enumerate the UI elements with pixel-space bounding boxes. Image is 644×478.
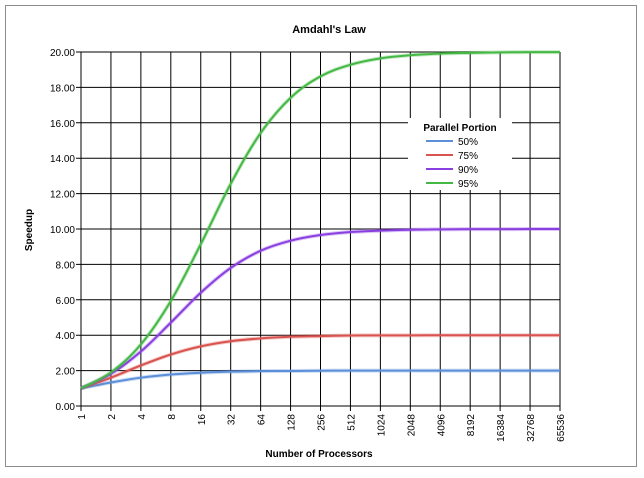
x-tick-label: 16 (197, 414, 208, 426)
series-line (80, 51, 561, 390)
x-tick-label: 4 (137, 414, 148, 420)
x-axis-label: Number of Processors (265, 449, 373, 460)
chart-frame: Amdahl's Law 0.00 2.00 4.00 6.00 8.00 10.00 12… (5, 5, 637, 467)
y-tick-label: 18.00 (50, 83, 75, 94)
y-tick-label: 12.00 (50, 190, 75, 201)
legend-title: Parallel Portion (423, 123, 496, 134)
x-tick-label: 65536 (556, 414, 567, 442)
y-tick-label: 8.00 (56, 260, 76, 271)
x-tick-label: 256 (317, 414, 328, 431)
legend: Parallel Portion 50% 75% 90% 95% (408, 118, 512, 190)
legend-label: 90% (458, 165, 478, 176)
grid-lines (76, 51, 561, 411)
y-tick-label: 2.00 (56, 367, 76, 378)
legend-box (408, 118, 512, 190)
x-tick-label: 1024 (376, 414, 387, 437)
x-tick-label: 1 (77, 414, 88, 420)
line-chart: Amdahl's Law 0.002.004.006.008.0010.0012… (24, 24, 567, 460)
series-line (80, 369, 560, 390)
y-tick-label: 16.00 (50, 119, 75, 130)
x-tick-label: 16384 (496, 414, 507, 442)
y-tick-label: 10.00 (50, 225, 75, 236)
y-tick-label: 20.00 (50, 48, 75, 59)
y-tick-label: 14.00 (50, 154, 75, 165)
y-tick-labels: 0.00 2.00 4.00 6.00 8.00 10.00 12.00 14.00 16.00… (50, 48, 75, 413)
legend-label: 50% (458, 137, 478, 148)
x-tick-label: 8 (167, 414, 178, 420)
x-tick-labels: 1 2 4 8 16 32 64 128 256 512 1024 2048 4096 8192 16384… (77, 414, 567, 442)
y-tick-label: 0.00 (56, 402, 76, 413)
x-tick-label: 2048 (406, 414, 417, 437)
series-line (80, 334, 560, 390)
x-tick-label: 32 (227, 414, 238, 426)
x-tick-label: 8192 (466, 414, 477, 437)
series-line (80, 227, 561, 390)
y-axis-label: Speedup (24, 209, 35, 251)
x-tick-label: 32768 (526, 414, 537, 442)
x-tick-label: 2 (107, 414, 118, 420)
y-tick-label: 4.00 (56, 331, 76, 342)
x-tick-label: 64 (257, 414, 268, 426)
legend-items: 50% 75% 90% 95% (426, 137, 478, 190)
data-series (80, 50, 561, 391)
x-tick-label: 128 (287, 414, 298, 431)
x-tick-label: 512 (346, 414, 357, 431)
y-tick-label: 6.00 (56, 296, 76, 307)
chart-title: Amdahl's Law (292, 24, 366, 36)
x-tick-label: 4096 (436, 414, 447, 437)
legend-label: 95% (458, 179, 478, 190)
legend-label: 75% (458, 151, 478, 162)
